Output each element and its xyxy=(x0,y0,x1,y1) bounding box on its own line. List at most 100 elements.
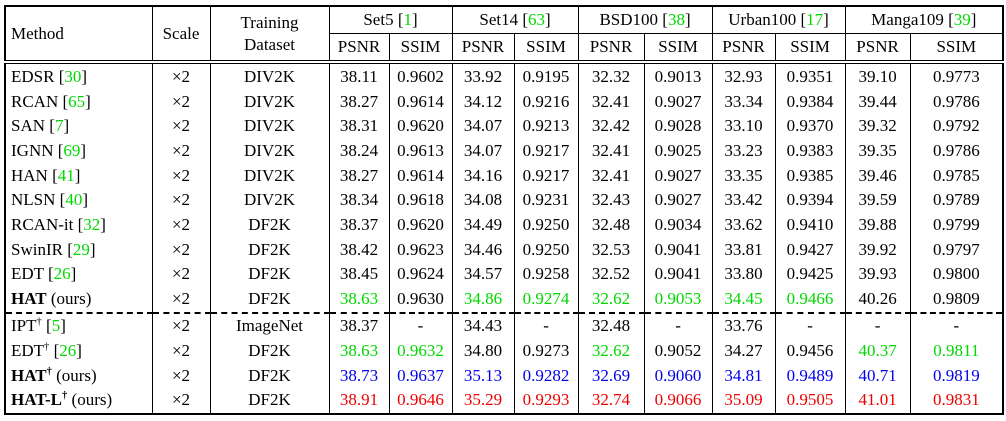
benchmark-header-set14: Set14 [63] xyxy=(451,6,579,34)
citation-ref[interactable]: [29] xyxy=(67,239,96,259)
method-name: IGNN xyxy=(11,140,54,160)
scale-cell: ×2 xyxy=(151,387,211,414)
dataset-cell: DF2K xyxy=(209,363,330,388)
metric-cell: 0.9028 xyxy=(643,113,713,139)
citation-ref[interactable]: [5] xyxy=(46,316,66,336)
citation-ref[interactable]: [26] xyxy=(53,340,82,360)
scale-cell: ×2 xyxy=(151,261,211,287)
metric-cell: 34.16 xyxy=(451,163,515,188)
citation-ref[interactable]: [30] xyxy=(58,66,88,86)
metric-cell: 0.9217 xyxy=(513,138,579,164)
metric-cell: 32.48 xyxy=(577,212,645,238)
subheader-psnr: PSNR xyxy=(844,33,911,64)
benchmark-name: Set14 xyxy=(479,10,519,29)
metric-cell: 38.73 xyxy=(328,363,390,388)
metric-cell: 33.80 xyxy=(711,261,776,287)
citation-ref[interactable]: [65] xyxy=(62,91,91,111)
metric-cell: 32.52 xyxy=(577,261,645,287)
metric-cell: 33.62 xyxy=(711,212,776,238)
metric-cell: 33.81 xyxy=(711,237,776,262)
citation-ref[interactable]: [40] xyxy=(59,190,88,210)
metric-cell: 32.74 xyxy=(577,387,645,414)
metric-cell: 32.43 xyxy=(577,187,645,213)
method-name: HAT xyxy=(11,289,47,309)
scale-cell: ×2 xyxy=(151,338,211,364)
metric-cell: 0.9797 xyxy=(909,237,1004,262)
citation-ref[interactable]: [17] xyxy=(800,10,829,29)
benchmark-name: Set5 xyxy=(363,10,394,29)
metric-cell: 33.23 xyxy=(711,138,776,164)
metric-cell: 38.34 xyxy=(328,187,390,213)
method-cell: NLSN [40] xyxy=(4,187,153,213)
metric-cell: 0.9274 xyxy=(513,286,579,313)
metric-cell: 38.31 xyxy=(328,113,390,139)
metric-cell: 32.41 xyxy=(577,163,645,188)
metric-cell: 0.9786 xyxy=(909,89,1004,114)
metric-cell: 38.11 xyxy=(328,62,390,90)
metric-cell: 32.93 xyxy=(711,62,776,90)
metric-cell: 39.32 xyxy=(844,113,911,139)
training-dataset-line1: Training xyxy=(240,13,299,33)
metric-cell: 38.45 xyxy=(328,261,390,287)
metric-cell: 0.9258 xyxy=(513,261,579,287)
metric-cell: 40.71 xyxy=(844,363,911,388)
metric-cell: 34.43 xyxy=(451,311,515,339)
method-cell: EDSR [30] xyxy=(4,62,153,90)
subheader-ssim: SSIM xyxy=(643,33,713,64)
metric-cell: 40.26 xyxy=(844,286,911,313)
metric-cell: 34.80 xyxy=(451,338,515,364)
table-row: SAN [7] ×2 DIV2K 38.31 0.9620 34.07 0.9213 32.4… xyxy=(4,113,1004,139)
dataset-cell: DIV2K xyxy=(209,187,330,213)
column-header-scale: Scale xyxy=(151,6,211,64)
dataset-cell: DIV2K xyxy=(209,138,330,164)
scale-cell: ×2 xyxy=(151,62,211,90)
metric-cell: 0.9293 xyxy=(513,387,579,414)
citation-ref[interactable]: [1] xyxy=(397,10,418,29)
metric-cell: 32.41 xyxy=(577,89,645,114)
metric-cell: 38.63 xyxy=(328,286,390,313)
column-header-method: Method xyxy=(4,6,153,64)
metric-cell: 0.9052 xyxy=(643,338,713,364)
dataset-cell: ImageNet xyxy=(209,311,330,339)
benchmark-name: BSD100 xyxy=(599,10,659,29)
dataset-cell: DF2K xyxy=(209,286,330,313)
citation-ref[interactable]: [7] xyxy=(49,116,70,136)
method-name: RCAN-it xyxy=(11,214,74,234)
metric-cell: 32.62 xyxy=(577,286,645,313)
method-name: HAN xyxy=(11,165,48,185)
metric-cell: 0.9027 xyxy=(643,187,713,213)
citation-ref[interactable]: [32] xyxy=(77,214,106,234)
table-row: EDSR [30] ×2 DIV2K 38.11 0.9602 33.92 0.9195 32… xyxy=(4,62,1004,90)
results-table: Method Scale Training Dataset Set5 [1] S… xyxy=(4,5,1005,415)
citation-ref[interactable]: [26] xyxy=(48,264,77,284)
metric-cell: 35.09 xyxy=(711,387,776,414)
metric-cell: 0.9618 xyxy=(388,187,453,213)
citation-ref[interactable]: [41] xyxy=(52,165,81,185)
method-cell: HAT (ours) xyxy=(4,286,153,313)
metric-cell: 0.9034 xyxy=(643,212,713,238)
scale-cell: ×2 xyxy=(151,89,211,114)
metric-cell: 0.9250 xyxy=(513,212,579,238)
metric-cell: 39.10 xyxy=(844,62,911,90)
citation-ref[interactable]: [39] xyxy=(948,10,977,29)
method-name: NLSN xyxy=(11,190,56,210)
metric-cell: 39.44 xyxy=(844,89,911,114)
method-cell: IPT† [5] xyxy=(4,311,153,339)
benchmark-header-set5: Set5 [1] xyxy=(328,6,453,34)
metric-cell: 0.9410 xyxy=(774,212,846,238)
metric-cell: 34.27 xyxy=(711,338,776,364)
scale-cell: ×2 xyxy=(151,286,211,313)
citation-ref[interactable]: [69] xyxy=(57,140,87,160)
method-cell: SwinIR [29] xyxy=(4,237,153,262)
citation-ref[interactable]: [38] xyxy=(662,10,691,29)
subheader-ssim: SSIM xyxy=(774,33,846,64)
subheader-psnr: PSNR xyxy=(711,33,776,64)
table-row: RCAN-it [32] ×2 DF2K 38.37 0.9620 34.49 0.9250… xyxy=(4,212,1004,238)
scale-cell: ×2 xyxy=(151,113,211,139)
metric-cell: 0.9216 xyxy=(513,89,579,114)
metric-cell: 0.9809 xyxy=(909,286,1004,313)
citation-ref[interactable]: [63] xyxy=(522,10,551,29)
metric-cell: 33.35 xyxy=(711,163,776,188)
metric-cell: 0.9351 xyxy=(774,62,846,90)
method-name: EDT xyxy=(11,264,44,284)
